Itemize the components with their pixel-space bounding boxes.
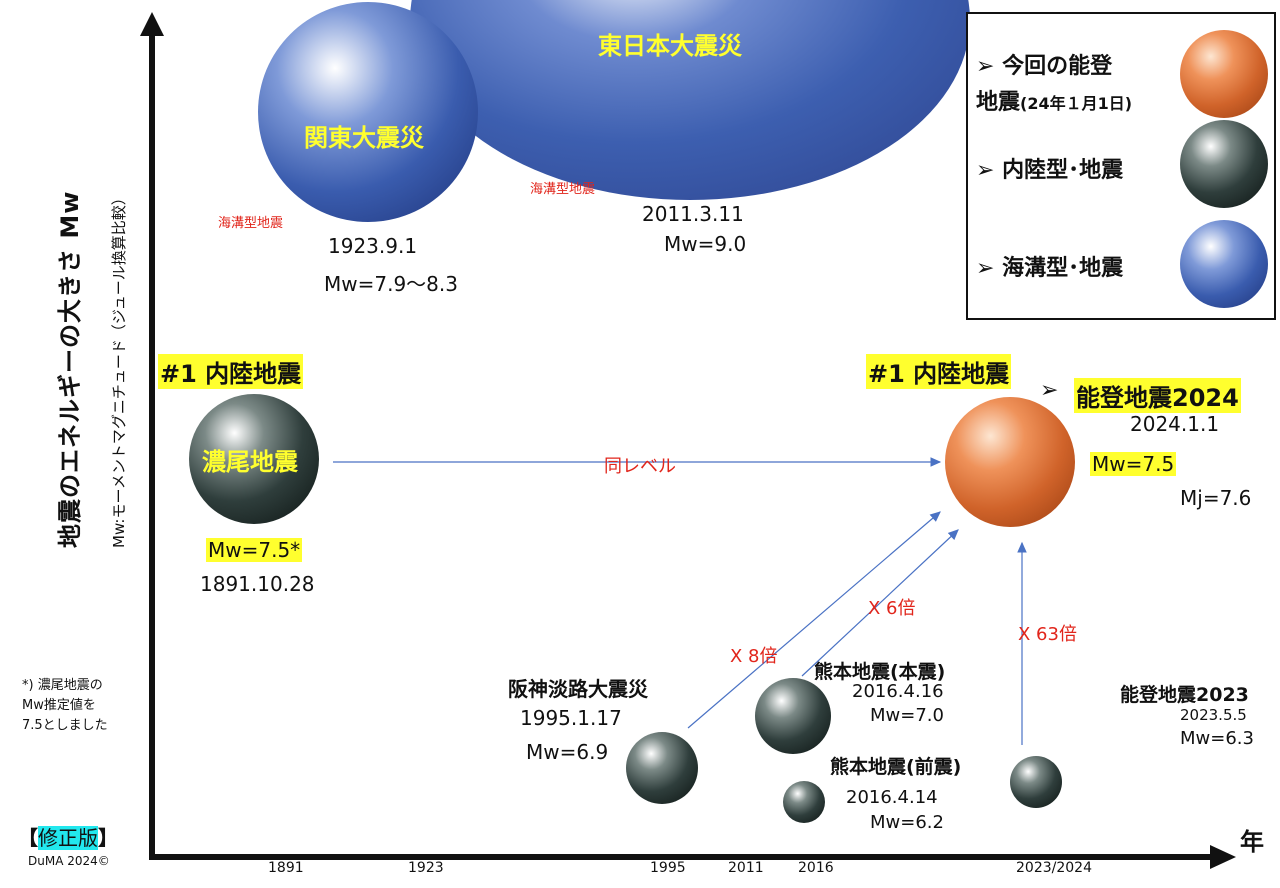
- legend-item1-line2: 地震(24年１月1日): [976, 90, 1133, 115]
- kumamoto-main-sphere: [755, 678, 831, 754]
- kumamoto-main-date: 2016.4.16: [852, 681, 944, 702]
- hanshin-sphere: [626, 732, 698, 804]
- hanshin-date: 1995.1.17: [520, 706, 622, 730]
- noto2023-date: 2023.5.5: [1180, 706, 1247, 724]
- x-tick-2011: 2011: [728, 860, 764, 876]
- arrow-x6: [801, 529, 959, 677]
- noto2024-mw: Mw=7.5: [1090, 452, 1177, 476]
- y-axis-arrowhead: [140, 12, 164, 36]
- tohoku-name: 東日本大震災: [598, 32, 742, 60]
- nobi-sphere: [189, 394, 319, 524]
- kanto-sphere: [258, 2, 478, 222]
- kumamoto-fore-date: 2016.4.14: [846, 787, 938, 808]
- noto2024-rank: #1 内陸地震: [866, 354, 1012, 389]
- legend-box: ➢ 今回の能登 地震(24年１月1日) ➢ 内陸型･地震 ➢ 海溝型･地震: [966, 12, 1276, 320]
- noto2024-mj: Mj=7.6: [1180, 486, 1252, 510]
- x6-label: X 6倍: [868, 598, 916, 619]
- revised-badge: 【修正版】: [18, 826, 118, 850]
- arrow-x8: [687, 511, 941, 729]
- nobi-name: 濃尾地震: [202, 448, 298, 476]
- kumamoto-fore-mw: Mw=6.2: [870, 812, 944, 833]
- noto2023-sphere: [1010, 756, 1062, 808]
- legend-item3: ➢ 海溝型･地震: [976, 256, 1124, 281]
- same-level-label: 同レベル: [604, 456, 676, 477]
- kanto-mw: Mw=7.9～8.3: [324, 272, 458, 296]
- legend-noto-sphere: [1180, 30, 1268, 118]
- tohoku-sphere: [410, 0, 970, 200]
- noto2024-name: 能登地震2024: [1074, 378, 1241, 413]
- nobi-date: 1891.10.28: [200, 572, 315, 596]
- kumamoto-fore-sphere: [783, 781, 825, 823]
- credit: DuMA 2024©: [28, 854, 110, 868]
- noto2024-date: 2024.1.1: [1130, 412, 1220, 436]
- kanto-date: 1923.9.1: [328, 234, 418, 258]
- tohoku-mw: Mw=9.0: [664, 232, 747, 256]
- tohoku-date: 2011.3.11: [642, 202, 744, 226]
- nobi-mw: Mw=7.5*: [206, 538, 303, 562]
- x-tick-1995: 1995: [650, 860, 686, 876]
- x-tick-1923: 1923: [408, 860, 444, 876]
- x63-label: X 63倍: [1018, 624, 1077, 645]
- x-tick-2016: 2016: [798, 860, 834, 876]
- legend-ocean-sphere: [1180, 220, 1268, 308]
- legend-item2: ➢ 内陸型･地震: [976, 158, 1124, 183]
- kanto-type: 海溝型地震: [218, 216, 284, 231]
- kanto-name: 関東大震災: [304, 124, 424, 152]
- x-axis-arrowhead: [1210, 845, 1236, 869]
- nobi-rank: #1 内陸地震: [158, 354, 304, 389]
- y-axis-sublabel: Mw:モーメントマグニチュード（ジュール換算比較）: [110, 190, 128, 548]
- kumamoto-main-mw: Mw=7.0: [870, 705, 944, 726]
- tohoku-type: 海溝型地震: [530, 182, 596, 197]
- x-tick-2023-2024: 2023/2024: [1016, 860, 1092, 876]
- noto2024-bullet: ➢: [1040, 378, 1059, 403]
- legend-item1-line1: ➢ 今回の能登: [976, 54, 1113, 79]
- x-tick-1891: 1891: [268, 860, 304, 876]
- hanshin-mw: Mw=6.9: [526, 740, 609, 764]
- y-axis-label: 地震のエネルギーの大きさ Mw: [56, 190, 84, 548]
- hanshin-name: 阪神淡路大震災: [508, 677, 648, 701]
- noto2023-name: 能登地震2023: [1120, 684, 1249, 706]
- footnote: *) 濃尾地震の Mw推定値を 7.5としました: [22, 678, 108, 733]
- kumamoto-fore-name: 熊本地震(前震): [830, 756, 962, 778]
- x8-label: X 8倍: [730, 646, 778, 667]
- x-axis-label: 年: [1240, 828, 1264, 856]
- legend-inland-sphere: [1180, 120, 1268, 208]
- noto2024-sphere: [945, 397, 1075, 527]
- kumamoto-main-name: 熊本地震(本震): [814, 661, 946, 683]
- noto2023-mw: Mw=6.3: [1180, 728, 1254, 749]
